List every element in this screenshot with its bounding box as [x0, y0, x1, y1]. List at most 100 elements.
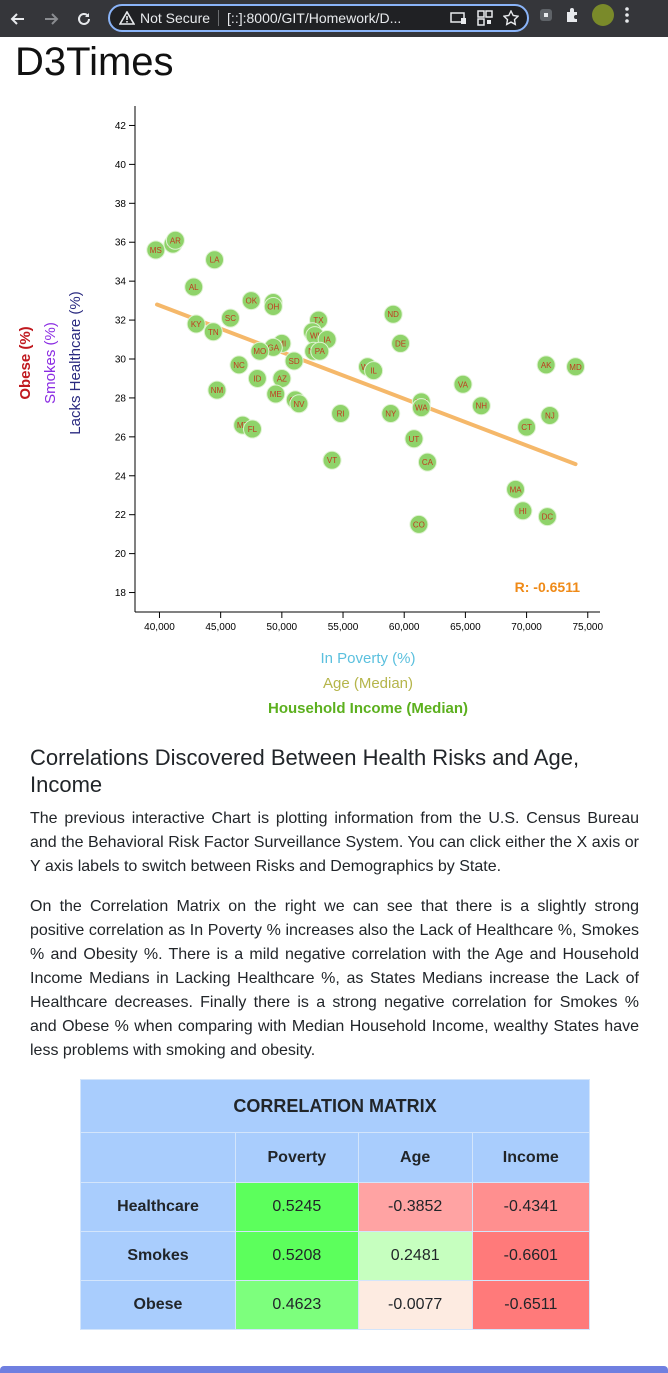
reload-button[interactable] — [69, 4, 99, 34]
back-button[interactable] — [3, 4, 33, 34]
state-abbr-label: SC — [225, 314, 236, 323]
state-abbr-label: CA — [422, 458, 434, 467]
state-point[interactable]: NH — [471, 396, 491, 416]
qr-code-icon[interactable] — [477, 10, 493, 26]
warning-icon — [119, 11, 135, 25]
state-point[interactable]: DC — [537, 507, 557, 527]
y-axis-labels: Lacks Healthcare (%) Smokes (%) Obese (%) — [17, 291, 84, 434]
state-point[interactable]: WA — [411, 398, 431, 418]
state-point[interactable]: NY — [381, 403, 401, 423]
address-bar[interactable]: Not Secure [::]:8000/GIT/Homework/D... — [108, 4, 529, 32]
state-point[interactable]: PA — [310, 341, 330, 361]
x-tick-label: 40,000 — [144, 622, 175, 633]
state-circle — [566, 357, 586, 377]
state-point[interactable]: ID — [247, 368, 267, 388]
reload-icon — [78, 12, 90, 25]
state-point[interactable]: MA — [506, 479, 526, 499]
omnibox-actions — [449, 10, 519, 26]
state-point[interactable]: VT — [322, 450, 342, 470]
matrix-row-header: Healthcare — [80, 1182, 236, 1232]
state-abbr-label: OK — [245, 297, 257, 306]
forward-button[interactable] — [36, 4, 66, 34]
state-point[interactable]: VA — [453, 374, 473, 394]
state-point[interactable]: SC — [220, 308, 240, 328]
state-abbr-label: DE — [395, 339, 406, 348]
state-abbr-label: NM — [211, 386, 224, 395]
state-abbr-label: MD — [569, 363, 582, 372]
state-point[interactable]: NC — [229, 355, 249, 375]
state-point[interactable]: IL — [364, 361, 384, 381]
matrix-cell: -0.6511 — [471, 1280, 591, 1330]
state-point[interactable]: UT — [404, 429, 424, 449]
state-abbr-label: MS — [150, 246, 162, 255]
bookmark-star-icon[interactable] — [503, 10, 519, 26]
state-point[interactable]: MS — [146, 240, 166, 260]
y-axis-option[interactable]: Lacks Healthcare (%) — [67, 291, 84, 434]
y-tick-label: 22 — [115, 510, 127, 521]
cast-icon[interactable] — [449, 10, 467, 26]
x-axis: 40,000 45,000 50,000 55,000 60,000 65,000 70,0… — [135, 611, 603, 633]
state-circle — [540, 405, 560, 425]
y-tick-label: 36 — [115, 238, 127, 249]
state-point[interactable]: KY — [186, 314, 206, 334]
state-abbr-label: AZ — [277, 374, 287, 383]
state-point[interactable]: MD — [566, 357, 586, 377]
regression-line — [155, 302, 578, 467]
state-point[interactable]: LA — [205, 250, 225, 270]
security-label[interactable]: Not Secure — [140, 10, 211, 26]
state-point[interactable]: RI — [331, 403, 351, 423]
state-point[interactable]: CO — [409, 514, 429, 534]
state-circle — [404, 429, 424, 449]
data-points: MSWVARLAALOKINOHSCKYTNTXNDKSWIIADEMIGAMO… — [146, 230, 586, 534]
site-brand[interactable]: D3Times — [15, 40, 174, 84]
x-axis-option[interactable]: Age (Median) — [323, 675, 413, 692]
correlation-matrix: CORRELATION MATRIX Poverty Age Income He… — [80, 1079, 591, 1330]
state-point[interactable]: CA — [417, 452, 437, 472]
state-abbr-label: NJ — [545, 411, 555, 420]
matrix-col-header: Income — [471, 1132, 591, 1183]
state-circle — [247, 368, 267, 388]
profile-avatar[interactable] — [592, 4, 614, 26]
matrix-cell: -0.4341 — [471, 1182, 591, 1232]
state-point[interactable]: NJ — [540, 405, 560, 425]
state-circle — [513, 501, 533, 521]
state-point[interactable]: HI — [513, 501, 533, 521]
state-point[interactable]: CT — [517, 417, 537, 437]
state-point[interactable]: OH — [263, 296, 283, 316]
state-point[interactable]: OK — [241, 291, 261, 311]
state-point[interactable]: NM — [207, 380, 227, 400]
state-point[interactable]: DE — [391, 333, 411, 353]
x-tick-label: 60,000 — [389, 622, 420, 633]
state-point[interactable]: NV — [289, 394, 309, 414]
state-point[interactable]: MO — [250, 341, 270, 361]
y-axis-option[interactable]: Smokes (%) — [42, 322, 59, 404]
state-circle — [310, 341, 330, 361]
x-axis-option[interactable]: In Poverty (%) — [320, 650, 415, 667]
state-point[interactable]: ME — [266, 384, 286, 404]
menu-dots-icon[interactable] — [624, 6, 630, 24]
extension-shield-icon[interactable] — [538, 7, 554, 23]
arrow-right-icon — [45, 12, 59, 25]
y-axis-option[interactable]: Obese (%) — [17, 326, 34, 399]
state-point[interactable]: TN — [203, 322, 223, 342]
puzzle-icon[interactable] — [564, 6, 582, 24]
url-text[interactable]: [::]:8000/GIT/Homework/D... — [227, 10, 402, 26]
state-point[interactable]: SD — [284, 351, 304, 371]
state-abbr-label: DC — [542, 513, 554, 522]
x-tick-label: 55,000 — [328, 622, 359, 633]
state-point[interactable]: AR — [165, 230, 185, 250]
x-axis-option[interactable]: Household Income (Median) — [268, 700, 468, 717]
state-circle — [536, 355, 556, 375]
regression-line-path — [155, 302, 578, 467]
state-point[interactable]: AL — [184, 277, 204, 297]
matrix-row-obese: Obese 0.4623 -0.0077 -0.6511 — [80, 1280, 591, 1330]
state-point[interactable]: FL — [242, 419, 262, 439]
state-abbr-label: MA — [510, 485, 523, 494]
state-point[interactable]: ND — [383, 304, 403, 324]
state-abbr-label: AR — [170, 236, 181, 245]
state-circle — [364, 361, 384, 381]
matrix-cell: 0.5208 — [235, 1231, 359, 1281]
y-tick-label: 42 — [115, 121, 127, 132]
state-point[interactable]: AK — [536, 355, 556, 375]
r-value-label: R: -0.6511 — [515, 579, 581, 595]
